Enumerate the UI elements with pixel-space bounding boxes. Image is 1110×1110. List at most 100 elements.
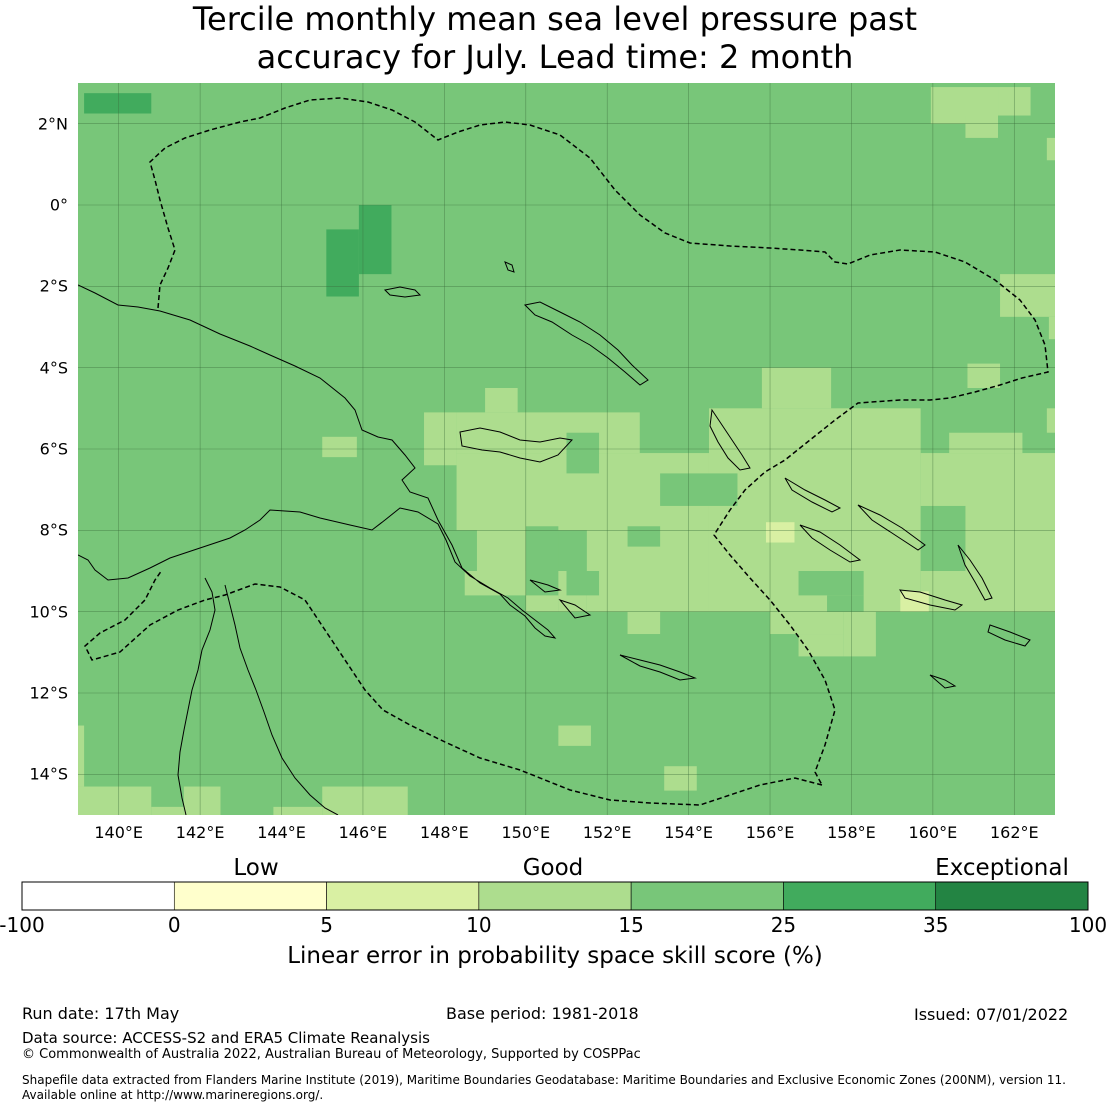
skill-cell bbox=[326, 229, 359, 297]
longitude-label: 160°E bbox=[908, 823, 958, 842]
skill-cell bbox=[627, 526, 661, 547]
skill-cell bbox=[78, 725, 85, 787]
latitude-label: 12°S bbox=[29, 683, 68, 703]
colorbar-tick-label: 15 bbox=[618, 913, 644, 937]
skill-cell bbox=[843, 611, 876, 657]
latitude-label: 4°S bbox=[39, 358, 68, 378]
colorbar-segment bbox=[783, 881, 937, 911]
issued-date: Issued: 07/01/2022 bbox=[914, 1005, 1069, 1024]
skill-cell bbox=[798, 634, 844, 657]
eez-png bbox=[149, 97, 1049, 786]
coastline-louisiades bbox=[619, 654, 697, 681]
skill-cell bbox=[965, 115, 999, 138]
skill-cell bbox=[900, 591, 929, 612]
skill-cell bbox=[566, 432, 600, 474]
latitude-label: 14°S bbox=[29, 764, 68, 784]
skill-cell bbox=[664, 766, 697, 791]
latitude-label: 0° bbox=[49, 195, 68, 215]
colorbar-tick-label: 100 bbox=[1068, 913, 1108, 937]
coastline-new-britain bbox=[459, 427, 574, 463]
longitude-label: 148°E bbox=[420, 823, 469, 842]
shapefile-credit-line-1: Shapefile data extracted from Flanders M… bbox=[22, 1073, 1066, 1087]
colorbar bbox=[21, 881, 1089, 911]
colorbar-tick-label: 5 bbox=[320, 913, 333, 937]
skill-cell bbox=[1048, 316, 1055, 340]
colorbar-segment bbox=[478, 881, 632, 911]
longitude-label: 156°E bbox=[745, 823, 795, 842]
skill-cell bbox=[84, 93, 152, 114]
latitude-label: 8°S bbox=[39, 520, 68, 540]
colorbar-tick-label: 35 bbox=[922, 913, 949, 937]
longitude-label: 158°E bbox=[827, 823, 876, 842]
coastline-dentrecasteaux bbox=[558, 598, 592, 619]
title-line-1: Tercile monthly mean sea level pressure … bbox=[192, 0, 918, 38]
skill-cell bbox=[967, 363, 1001, 388]
coastline-makira bbox=[987, 624, 1031, 647]
skill-cell bbox=[660, 473, 738, 506]
coastline-bougainville bbox=[709, 408, 751, 471]
coastline-rennell bbox=[929, 674, 957, 689]
latitude-label: 2°N bbox=[37, 114, 68, 134]
colorbar-category-exceptional: Exceptional bbox=[935, 855, 1069, 881]
coastlines bbox=[78, 261, 1031, 815]
skill-cell bbox=[761, 367, 832, 409]
run-date: Run date: 17th May bbox=[22, 1004, 180, 1023]
longitude-label: 150°E bbox=[501, 823, 551, 842]
coastline-manus bbox=[383, 286, 422, 298]
map-gridlines bbox=[78, 83, 1055, 815]
skill-cell bbox=[920, 505, 966, 571]
colorbar-category-good: Good bbox=[522, 855, 584, 881]
base-period: Base period: 1981-2018 bbox=[446, 1004, 639, 1023]
skill-cell bbox=[765, 522, 795, 543]
skill-cell bbox=[525, 526, 559, 571]
skill-cell bbox=[827, 595, 864, 612]
skill-cell bbox=[476, 530, 526, 571]
latitude-label: 2°S bbox=[39, 276, 68, 296]
coastline-trobriand bbox=[529, 579, 562, 593]
data-source: Data source: ACCESS-S2 and ERA5 Climate … bbox=[22, 1029, 430, 1047]
skill-cell bbox=[949, 432, 1023, 454]
skill-cell bbox=[627, 611, 661, 635]
latitude-label: 10°S bbox=[29, 602, 68, 622]
skill-cell bbox=[566, 571, 600, 596]
coastline-admiralty bbox=[504, 261, 515, 273]
skill-cell bbox=[151, 806, 184, 815]
skill-cell bbox=[770, 611, 844, 635]
skill-cell bbox=[322, 436, 357, 458]
skill-cell bbox=[708, 510, 921, 612]
coastline-cape-york bbox=[177, 577, 216, 815]
colorbar-outline bbox=[21, 881, 1089, 911]
latitude-label: 6°S bbox=[39, 439, 68, 459]
skill-cell bbox=[78, 786, 152, 815]
skill-cell bbox=[456, 412, 640, 454]
longitude-label: 162°E bbox=[989, 823, 1039, 842]
longitude-label: 142°E bbox=[175, 823, 225, 842]
longitude-label: 152°E bbox=[582, 823, 632, 842]
coastline-santa-isabel bbox=[857, 504, 926, 551]
skill-cell bbox=[1046, 137, 1055, 161]
colorbar-tick-label: 10 bbox=[466, 913, 492, 937]
skill-cell bbox=[183, 786, 221, 815]
colorbar-segment bbox=[935, 881, 1089, 911]
skill-cell bbox=[485, 388, 518, 413]
longitude-label: 144°E bbox=[257, 823, 306, 842]
coastline-choiseul bbox=[784, 477, 842, 513]
eez-png-south bbox=[84, 569, 823, 806]
skill-cell bbox=[525, 595, 559, 612]
colorbar-tick-label: -100 bbox=[0, 913, 45, 937]
chart-title: Tercile monthly mean sea level pressure … bbox=[0, 0, 1110, 76]
coastline-new-ireland bbox=[523, 301, 649, 386]
title-line-2: accuracy for July. Lead time: 2 month bbox=[256, 38, 854, 76]
longitude-label: 140°E bbox=[94, 823, 144, 842]
colorbar-category-low: Low bbox=[233, 855, 279, 881]
skill-cell bbox=[322, 786, 408, 815]
colorbar-segment bbox=[326, 881, 480, 911]
eez-boundaries bbox=[84, 97, 1049, 806]
colorbar-segment bbox=[21, 881, 175, 911]
coastline-new-guinea bbox=[78, 284, 557, 639]
colorbar-segment bbox=[173, 881, 327, 911]
skill-cell bbox=[1046, 408, 1055, 433]
colorbar-segment bbox=[630, 881, 784, 911]
coastline-new-georgia bbox=[799, 524, 862, 563]
